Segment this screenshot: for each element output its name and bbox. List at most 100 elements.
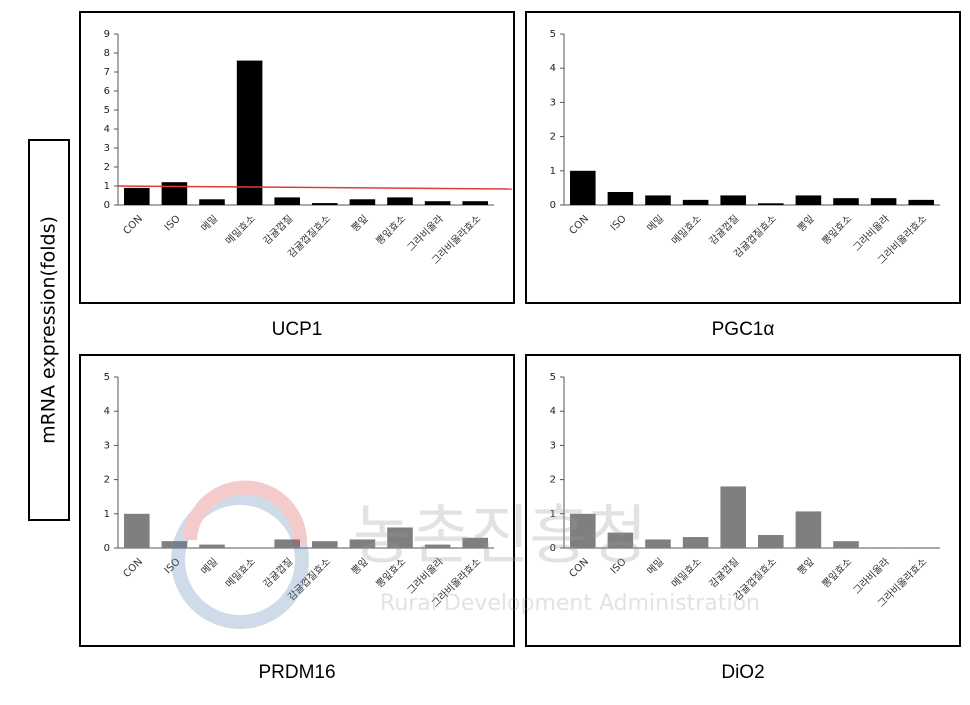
panel-frame — [79, 11, 515, 304]
y-tick-label: 1 — [550, 166, 556, 177]
bar — [199, 199, 225, 205]
x-tick-label: 메밀 — [645, 556, 667, 578]
bar — [870, 547, 897, 548]
bar — [312, 203, 338, 205]
y-tick-label: 5 — [104, 105, 110, 116]
x-tick-label: 메밀효소 — [223, 213, 258, 248]
bar — [720, 195, 746, 205]
bar — [720, 486, 746, 548]
x-tick-label: 메밀효소 — [669, 213, 704, 248]
bar — [274, 539, 300, 548]
bar — [795, 195, 822, 205]
bar — [682, 537, 709, 548]
y-tick-label: 0 — [550, 543, 556, 554]
y-tick-label: 5 — [550, 29, 556, 40]
bar — [795, 511, 822, 548]
x-tick-label: 뽕잎 — [349, 213, 371, 235]
x-tick-label: 그라비올라 — [851, 213, 892, 254]
y-tick-label: 6 — [104, 86, 110, 97]
y-tick-label: 8 — [104, 48, 110, 59]
bar — [124, 187, 150, 205]
bar — [908, 547, 934, 548]
x-tick-label: CON — [121, 556, 145, 580]
y-label: mRNA expression(folds) — [38, 216, 60, 444]
x-tick-label: CON — [567, 213, 591, 237]
y-tick-label: 9 — [104, 29, 110, 40]
y-tick-label: 3 — [104, 143, 110, 154]
x-tick-label: 뽕잎 — [795, 556, 817, 578]
y-tick-label: 0 — [104, 543, 110, 554]
bar — [870, 198, 897, 205]
y-label-box — [28, 139, 70, 521]
bar — [682, 199, 709, 205]
y-tick-label: 3 — [104, 440, 110, 451]
panel-frame — [525, 11, 961, 304]
watermark-text: 농촌진흥청 — [353, 500, 647, 574]
bar — [349, 539, 376, 548]
y-tick-label: 4 — [104, 124, 110, 135]
chart-title: PGC1α — [712, 319, 775, 340]
watermark: 농촌진흥청 Rural Development Administration — [171, 480, 760, 629]
y-tick-label: 4 — [104, 406, 110, 417]
x-tick-label: 그라비올라 — [405, 213, 446, 254]
y-tick-label: 1 — [104, 509, 110, 520]
reference-line — [117, 185, 513, 190]
x-tick-label: 메밀효소 — [669, 556, 704, 591]
bar — [833, 541, 859, 548]
y-tick-label: 1 — [550, 509, 556, 520]
x-tick-label: 메밀 — [199, 213, 221, 235]
x-tick-label: 감귤껍질 — [707, 213, 742, 248]
bar — [607, 532, 634, 548]
watermark-emblem — [183, 480, 308, 546]
y-tick-label: 3 — [550, 97, 556, 108]
chart-title: DiO2 — [721, 662, 764, 683]
bar — [462, 201, 488, 205]
chart-title: PRDM16 — [258, 662, 335, 683]
x-tick-label: 감귤껍질 — [707, 556, 742, 591]
y-tick-label: 5 — [550, 372, 556, 383]
bar — [645, 195, 671, 205]
y-tick-label: 0 — [550, 200, 556, 211]
y-tick-label: 0 — [104, 200, 110, 211]
bar — [908, 199, 934, 205]
watermark-emblem — [171, 491, 309, 629]
x-tick-label: ISO — [163, 213, 183, 233]
bar — [387, 527, 413, 548]
bar — [236, 60, 263, 205]
bar — [349, 199, 376, 205]
y-tick-label: 4 — [550, 63, 556, 74]
bar — [570, 170, 596, 205]
x-tick-label: 뽕잎 — [795, 213, 817, 235]
y-tick-label: 4 — [550, 406, 556, 417]
bar — [758, 535, 784, 548]
bar — [462, 537, 488, 548]
x-tick-label: 메밀 — [645, 213, 667, 235]
y-tick-label: 3 — [550, 440, 556, 451]
x-tick-label: 뽕잎효소 — [820, 213, 855, 248]
x-tick-label: ISO — [609, 213, 629, 233]
bar — [312, 541, 338, 548]
watermark-subtext: Rural Development Administration — [380, 591, 760, 616]
y-tick-label: 5 — [104, 372, 110, 383]
y-tick-label: 2 — [104, 162, 110, 173]
x-tick-label: 뽕잎효소 — [374, 213, 409, 248]
bar — [424, 544, 451, 548]
y-tick-label: 7 — [104, 67, 110, 78]
x-tick-label: CON — [121, 213, 145, 237]
x-tick-label: 그라비올라 — [851, 556, 892, 597]
bar — [424, 201, 451, 205]
y-tick-label: 2 — [550, 475, 556, 486]
bar — [833, 198, 859, 205]
panel-frame — [79, 354, 515, 647]
bar — [124, 513, 150, 548]
x-tick-label: 감귤껍질 — [261, 213, 296, 248]
x-tick-label: 메밀효소 — [223, 556, 258, 591]
y-tick-label: 1 — [104, 181, 110, 192]
bar — [570, 513, 596, 548]
bar — [161, 541, 188, 548]
chart-title: UCP1 — [272, 319, 323, 340]
bar — [387, 197, 413, 205]
bar — [161, 182, 188, 205]
bar — [758, 203, 784, 205]
